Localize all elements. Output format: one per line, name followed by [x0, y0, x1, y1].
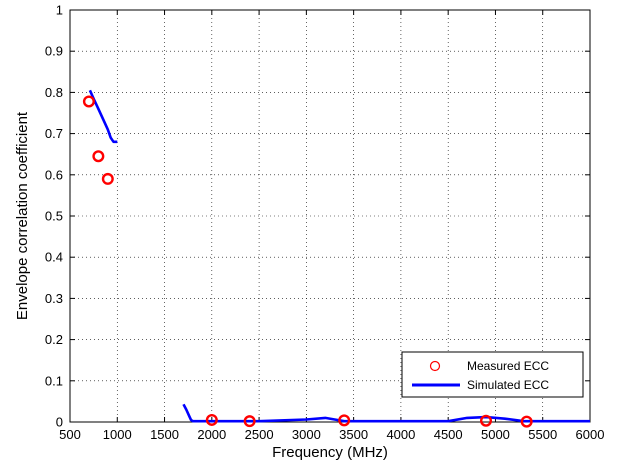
x-tick-label: 3000: [292, 427, 321, 442]
y-tick-label: 0.2: [45, 332, 63, 347]
x-tick-label: 4000: [386, 427, 415, 442]
legend-label-simulated: Simulated ECC: [467, 378, 549, 392]
legend-marker-measured: [429, 360, 441, 372]
x-tick-label: 2500: [245, 427, 274, 442]
y-tick-label: 0.8: [45, 85, 63, 100]
y-tick-label: 1: [56, 3, 63, 18]
measured-ecc-point: [205, 413, 218, 426]
simulated-ecc-line: [182, 403, 590, 423]
measured-ecc-point: [338, 414, 351, 427]
y-tick-label: 0.3: [45, 291, 63, 306]
y-tick-label: 0.6: [45, 167, 63, 182]
x-tick-label: 1500: [150, 427, 179, 442]
x-tick-label: 5500: [528, 427, 557, 442]
grid-lines: [70, 10, 590, 422]
x-tick-label: 4500: [434, 427, 463, 442]
x-tick-label: 1000: [103, 427, 132, 442]
measured-ecc-point: [243, 415, 256, 428]
y-axis-label: Envelope correlation coefficient: [14, 111, 31, 320]
y-tick-label: 0.1: [45, 373, 63, 388]
legend-label-measured: Measured ECC: [467, 359, 549, 373]
measured-ecc-point: [101, 172, 114, 185]
y-tick-label: 0.7: [45, 126, 63, 141]
measured-ecc-point: [82, 95, 95, 108]
y-tick-label: 0.9: [45, 44, 63, 59]
measured-ecc-point: [92, 150, 105, 163]
x-tick-label: 5000: [481, 427, 510, 442]
x-tick-label: 6000: [576, 427, 605, 442]
measured-ecc-point: [520, 415, 533, 428]
x-tick-label: 2000: [197, 427, 226, 442]
measured-ecc-point: [480, 414, 493, 427]
axis-ticks: 500 1000 1500 2000 2500 3000 3500 4000 4500 5000 5…: [45, 3, 605, 443]
y-tick-label: 0.5: [45, 209, 63, 224]
x-tick-label: 3500: [339, 427, 368, 442]
simulated-ecc-line: [88, 89, 118, 144]
legend-box: [401, 351, 584, 398]
y-tick-label: 0.4: [45, 250, 63, 265]
y-tick-label: 0: [56, 415, 63, 430]
series-layer: [82, 89, 590, 428]
legend: Measured ECC Simulated ECC: [401, 351, 584, 398]
x-tick-label: 500: [59, 427, 81, 442]
x-axis-label: Frequency (MHz): [272, 444, 388, 461]
